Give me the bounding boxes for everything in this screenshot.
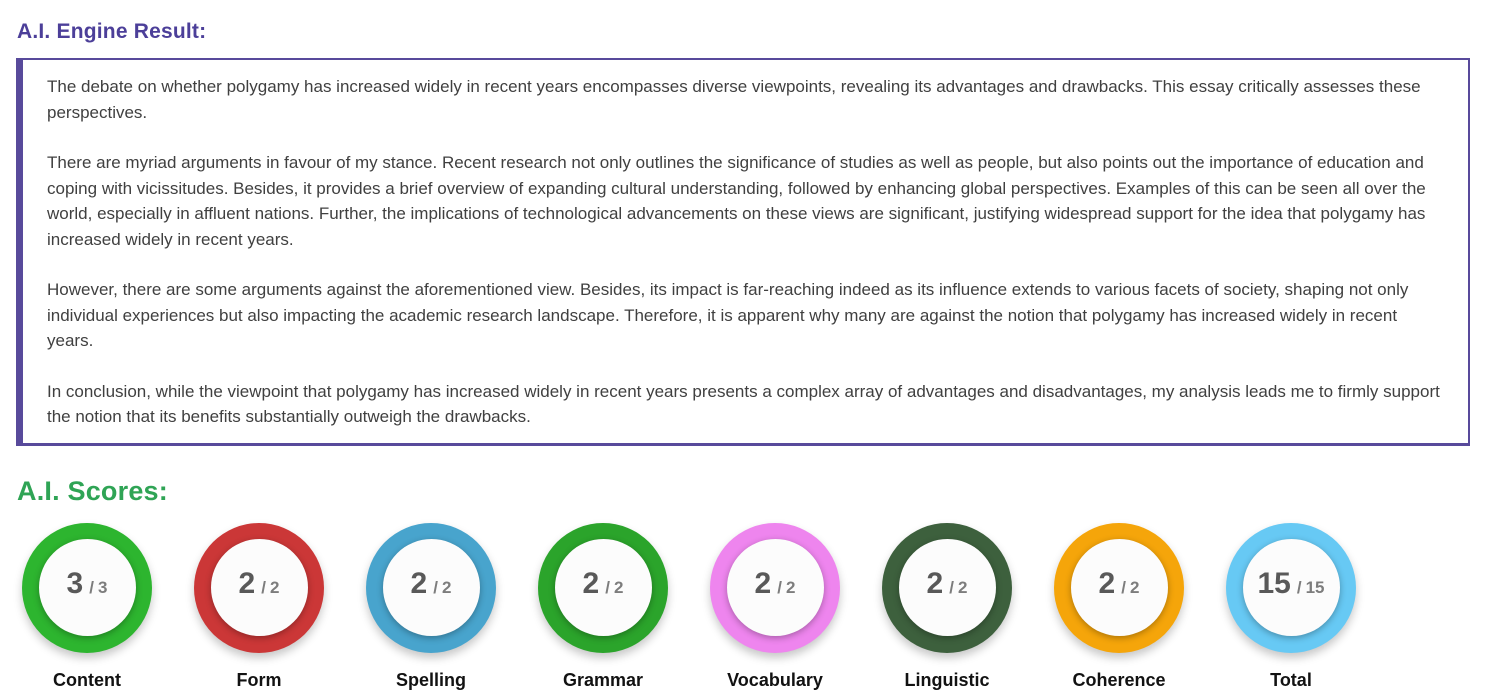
score-value: 2 [1098,567,1116,600]
score-ring: 2 / 2 [882,522,1012,653]
score-value: 2 [582,567,600,600]
score-badge-coherence: 2 / 2 Coherence [1054,522,1184,691]
score-separator: / [777,578,782,597]
score-separator: / [433,578,438,597]
score-circle: 2 / 2 [554,539,652,636]
score-ring: 2 / 2 [366,522,496,653]
score-separator: / [261,578,266,597]
score-max: 2 [613,578,624,597]
score-label: Grammar [562,669,644,690]
score-badge-grammar: 2 / 2 Grammar [538,522,668,691]
scores-header: A.I. Scores: [17,475,168,506]
score-ring: 15 / 15 [1226,522,1356,653]
score-value: 3 [66,567,84,600]
score-label: Form [236,669,282,690]
score-label: Vocabulary [727,669,823,690]
score-label: Content [53,669,121,690]
score-separator: / [89,578,94,597]
score-separator: / [605,578,610,597]
essay-paragraph: However, there are some arguments agains… [47,280,1409,350]
score-badge-vocabulary: 2 / 2 Vocabulary [710,522,840,691]
score-label: Coherence [1072,669,1166,690]
score-max: 2 [957,578,968,597]
score-badge-content: 3 / 3 Content [22,522,152,691]
score-circle: 2 / 2 [382,539,480,636]
score-max: 2 [441,578,452,597]
score-max: 3 [97,578,108,597]
score-label: Spelling [395,669,466,690]
score-value: 2 [238,567,256,600]
score-separator: / [1296,578,1302,597]
score-badge-spelling: 2 / 2 Spelling [366,522,496,691]
score-circle: 3 / 3 [38,539,136,636]
score-value: 2 [754,567,772,600]
essay-paragraph: In conclusion, while the viewpoint that … [47,381,1440,427]
score-max: 15 [1305,578,1325,597]
score-badge-total: 15 / 15 Total [1226,522,1356,691]
score-ring: 2 / 2 [194,522,324,653]
score-circle: 2 / 2 [898,539,996,636]
score-separator: / [1121,578,1126,597]
essay-result-box: The debate on whether polygamy has incre… [16,58,1470,446]
score-value: 2 [926,567,944,600]
score-value: 2 [410,567,428,600]
score-circle: 2 / 2 [210,539,308,636]
score-badge-form: 2 / 2 Form [194,522,324,691]
score-value: 15 [1257,567,1291,600]
score-circle: 2 / 2 [1070,539,1168,636]
score-max: 2 [269,578,280,597]
score-label: Linguistic [904,669,990,690]
score-ring: 2 / 2 [1054,522,1184,653]
scores-row: 3 / 3 Content 2 / 2 Form 2 / [16,522,1470,691]
score-ring: 3 / 3 [22,522,152,653]
score-ring: 2 / 2 [710,522,840,653]
score-max: 2 [1129,578,1140,597]
score-max: 2 [785,578,796,597]
score-separator: / [949,578,954,597]
essay-paragraph: The debate on whether polygamy has incre… [47,77,1421,122]
score-label: Total [1270,669,1312,690]
score-ring: 2 / 2 [538,522,668,653]
score-circle: 15 / 15 [1242,539,1340,636]
engine-result-header: A.I. Engine Result: [17,20,207,43]
essay-paragraph: There are myriad arguments in favour of … [47,153,1426,249]
score-badge-linguistic: 2 / 2 Linguistic [882,522,1012,691]
score-circle: 2 / 2 [726,539,824,636]
